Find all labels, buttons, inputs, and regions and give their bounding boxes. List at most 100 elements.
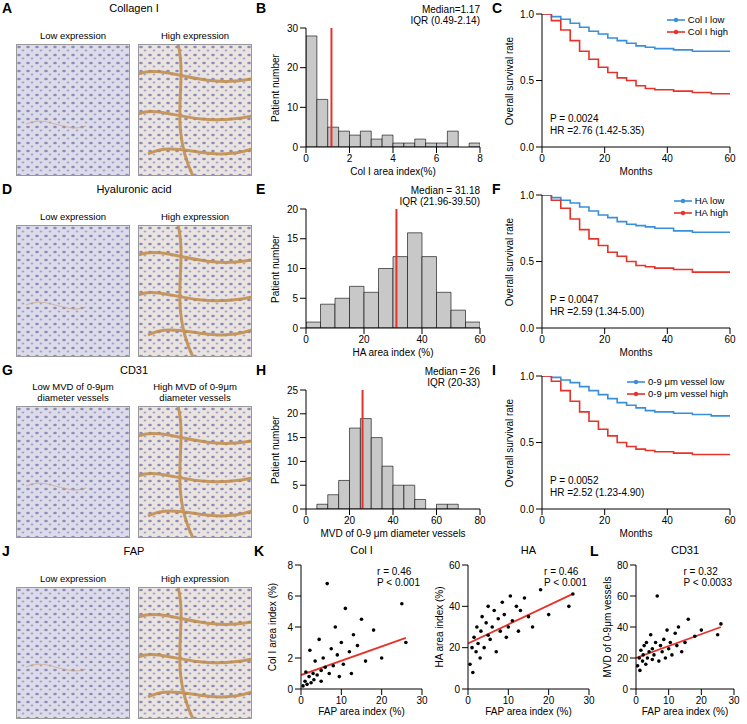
svg-text:20: 20 <box>599 153 611 164</box>
svg-text:1.0: 1.0 <box>520 9 534 20</box>
svg-text:0: 0 <box>292 142 298 153</box>
svg-text:0: 0 <box>287 684 293 695</box>
html-text:High expression: High expression <box>160 211 230 222</box>
html-text:Low MVD of 0-9μm diameter vess: Low MVD of 0-9μm diameter vessels <box>32 381 114 403</box>
svg-text:0.0: 0.0 <box>520 504 534 515</box>
svg-text:4: 4 <box>287 622 293 633</box>
html-text:MVD of 0-9μm vessels: MVD of 0-9μm vessels <box>601 576 613 678</box>
svg-text:1.0: 1.0 <box>520 190 534 201</box>
svg-text:10: 10 <box>287 102 299 113</box>
svg-text:0: 0 <box>539 515 545 526</box>
svg-text:60: 60 <box>474 334 486 345</box>
svg-text:10: 10 <box>336 695 348 706</box>
svg-text:60: 60 <box>617 591 629 602</box>
svg-text:60: 60 <box>449 560 461 571</box>
svg-text:25: 25 <box>287 385 299 396</box>
svg-text:0: 0 <box>633 695 639 706</box>
svg-text:40: 40 <box>387 515 399 526</box>
html-text:D: D <box>2 181 13 197</box>
svg-text:0.5: 0.5 <box>520 437 534 448</box>
html-text:CD31: CD31 <box>119 364 149 376</box>
svg-text:5: 5 <box>292 293 298 304</box>
svg-text:0: 0 <box>292 504 298 515</box>
svg-text:0: 0 <box>292 323 298 334</box>
svg-text:15: 15 <box>287 233 299 244</box>
html-text:Low expression: Low expression <box>40 211 106 222</box>
svg-text:20: 20 <box>344 515 356 526</box>
svg-text:20: 20 <box>599 334 611 345</box>
svg-text:20: 20 <box>287 62 299 73</box>
html-text:CD31: CD31 <box>670 544 700 556</box>
svg-text:6: 6 <box>287 591 293 602</box>
svg-text:0: 0 <box>303 515 309 526</box>
svg-text:2: 2 <box>287 653 293 664</box>
svg-text:30: 30 <box>583 695 595 706</box>
svg-text:0: 0 <box>539 334 545 345</box>
svg-text:0: 0 <box>303 334 309 345</box>
svg-text:30: 30 <box>728 695 740 706</box>
svg-text:0: 0 <box>539 153 545 164</box>
svg-text:60: 60 <box>431 515 443 526</box>
svg-text:40: 40 <box>449 601 461 612</box>
html-text:Overall survival rate: Overall survival rate <box>503 217 515 306</box>
svg-text:20: 20 <box>376 695 388 706</box>
svg-text:6: 6 <box>434 153 440 164</box>
html-text:Overall survival rate: Overall survival rate <box>503 398 515 487</box>
html-text:High MVD of 0-9μm diameter ves: High MVD of 0-9μm diameter vessels <box>153 381 237 403</box>
svg-text:4: 4 <box>390 153 396 164</box>
html-text:High expression: High expression <box>160 30 230 41</box>
html-text:Collagen I: Collagen I <box>109 2 159 14</box>
svg-text:1.0: 1.0 <box>520 371 534 382</box>
svg-text:80: 80 <box>617 560 629 571</box>
svg-text:8: 8 <box>287 560 293 571</box>
html-text:HA area index (%): HA area index (%) <box>433 586 445 668</box>
html-text:FAP: FAP <box>123 545 145 557</box>
html-text:Col I: Col I <box>350 544 373 556</box>
svg-text:0: 0 <box>454 684 460 695</box>
svg-text:8: 8 <box>477 153 483 164</box>
svg-text:5: 5 <box>292 480 298 491</box>
svg-text:30: 30 <box>287 23 299 34</box>
svg-text:40: 40 <box>662 515 674 526</box>
svg-text:20: 20 <box>543 695 555 706</box>
html-text:A: A <box>2 0 13 16</box>
svg-text:10: 10 <box>503 695 515 706</box>
svg-text:0: 0 <box>298 695 304 706</box>
svg-text:80: 80 <box>474 515 486 526</box>
svg-text:10: 10 <box>287 456 299 467</box>
html-text:Patient number: Patient number <box>269 53 281 122</box>
svg-text:60: 60 <box>724 334 736 345</box>
svg-text:20: 20 <box>696 695 708 706</box>
svg-text:0.5: 0.5 <box>520 75 534 86</box>
svg-text:15: 15 <box>287 432 299 443</box>
svg-text:20: 20 <box>287 204 299 215</box>
html-text:Overall survival rate: Overall survival rate <box>503 36 515 125</box>
svg-text:0: 0 <box>465 695 471 706</box>
svg-text:2: 2 <box>347 153 353 164</box>
svg-text:20: 20 <box>599 515 611 526</box>
svg-text:20: 20 <box>358 334 370 345</box>
html-text:Hyaluronic acid: Hyaluronic acid <box>96 183 172 195</box>
svg-text:10: 10 <box>287 263 299 274</box>
html-text:Col I area index (%): Col I area index (%) <box>266 582 278 672</box>
svg-text:40: 40 <box>416 334 428 345</box>
svg-text:20: 20 <box>449 642 461 653</box>
svg-text:30: 30 <box>416 695 428 706</box>
html-text:Patient number: Patient number <box>269 234 281 303</box>
svg-text:0: 0 <box>303 153 309 164</box>
svg-text:40: 40 <box>662 153 674 164</box>
html-text:Low expression: Low expression <box>40 30 106 41</box>
svg-text:20: 20 <box>287 408 299 419</box>
svg-text:0.5: 0.5 <box>520 256 534 267</box>
html-text:Patient number: Patient number <box>269 415 281 484</box>
svg-text:40: 40 <box>617 622 629 633</box>
svg-text:60: 60 <box>724 515 736 526</box>
svg-text:0.0: 0.0 <box>520 323 534 334</box>
svg-text:0.0: 0.0 <box>520 142 534 153</box>
html-text:HA: HA <box>520 544 537 556</box>
svg-text:20: 20 <box>617 653 629 664</box>
svg-text:60: 60 <box>724 153 736 164</box>
svg-text:40: 40 <box>662 334 674 345</box>
svg-text:0: 0 <box>622 684 628 695</box>
svg-text:10: 10 <box>663 695 675 706</box>
